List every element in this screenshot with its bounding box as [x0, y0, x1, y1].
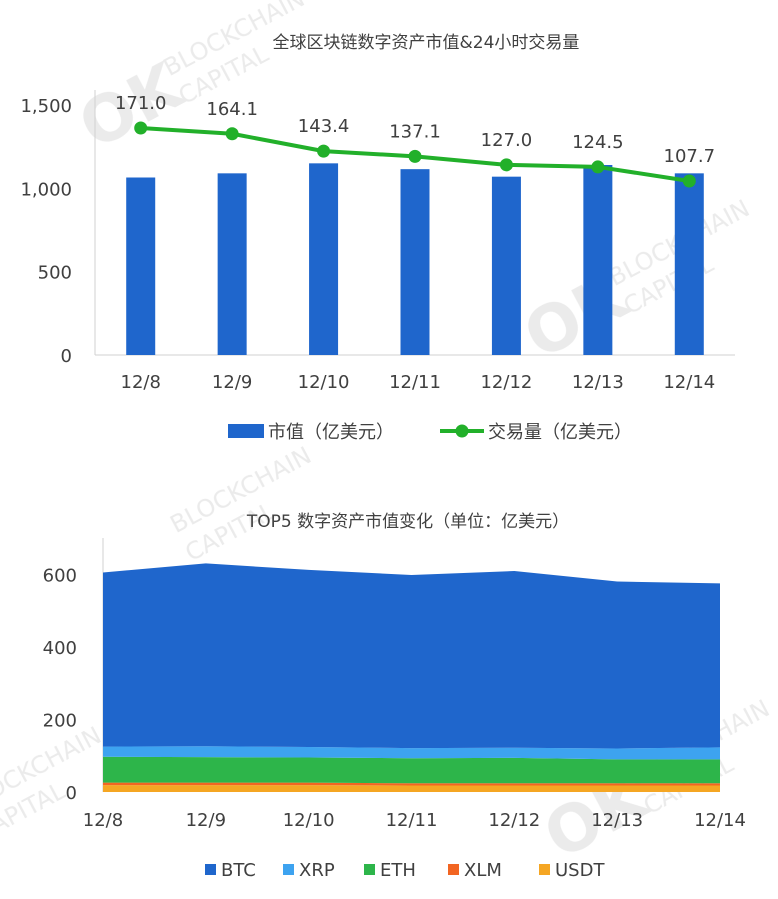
chart2-y-tick: 600 — [43, 565, 77, 586]
chart2-area-xlm — [103, 782, 720, 786]
chart1-volume-point — [499, 158, 513, 172]
chart1-x-tick: 12/11 — [389, 372, 441, 393]
chart1-x-tick: 12/8 — [121, 372, 161, 393]
chart1-y-tick: 1,500 — [20, 96, 72, 117]
chart1-volume-point — [134, 121, 148, 135]
chart1-volume-label: 124.5 — [572, 132, 624, 153]
chart1-bar — [674, 173, 704, 355]
chart2-area-xrp — [103, 746, 720, 760]
chart1-legend-bar-swatch — [228, 424, 264, 438]
chart1-volume-label: 143.4 — [298, 116, 350, 137]
chart2-legend-swatch — [448, 864, 459, 875]
market-cap-volume-chart: 全球区块链数字资产市值&24小时交易量 0 500 1,000 1,500 12/8 12/… — [20, 33, 735, 443]
chart1-bar — [217, 173, 247, 355]
chart1-x-tick: 12/10 — [298, 372, 350, 393]
chart2-y-tick: 0 — [66, 783, 77, 804]
chart2-area-btc — [103, 563, 720, 749]
chart2-legend-label: ETH — [380, 860, 416, 881]
chart1-volume-point — [225, 127, 239, 141]
chart2-legend-swatch — [205, 864, 216, 875]
chart2-x-tick: 12/13 — [591, 810, 643, 831]
chart2-x-tick: 12/8 — [83, 810, 123, 831]
chart2-y-tick: 200 — [43, 710, 77, 731]
chart1-volume-label: 107.7 — [664, 146, 716, 167]
chart1-legend-line-marker — [455, 424, 469, 438]
chart2-legend-label: XRP — [299, 860, 335, 881]
chart2-x-tick: 12/12 — [488, 810, 540, 831]
chart1-volume-label: 137.1 — [389, 121, 441, 142]
chart1-volume-label: 171.0 — [115, 93, 167, 114]
chart1-x-tick: 12/13 — [572, 372, 624, 393]
chart2-legend-label: BTC — [221, 860, 256, 881]
chart1-volume-point — [682, 174, 696, 188]
chart2-y-tick: 400 — [43, 638, 77, 659]
chart2-legend-label: USDT — [555, 860, 605, 881]
chart1-volume-label: 127.0 — [481, 130, 533, 151]
chart2-x-tick: 12/14 — [694, 810, 746, 831]
chart1-y-tick: 0 — [61, 346, 72, 367]
chart2-area-usdt — [103, 785, 720, 792]
chart2-title: TOP5 数字资产市值变化（单位：亿美元） — [246, 512, 569, 532]
chart1-y-tick: 1,000 — [20, 179, 72, 200]
top5-market-cap-chart: TOP5 数字资产市值变化（单位：亿美元） 0 200 400 600 12/8 12/9 1… — [43, 512, 746, 881]
chart1-legend-bar-label: 市值（亿美元） — [268, 422, 394, 443]
chart1-bar — [400, 169, 430, 355]
chart2-legend-swatch — [539, 864, 550, 875]
chart1-volume-point — [317, 144, 331, 158]
chart1-bar — [583, 165, 613, 355]
chart1-volume-point — [408, 149, 422, 163]
chart1-legend-line-label: 交易量（亿美元） — [488, 422, 632, 443]
chart1-bar — [126, 177, 156, 355]
chart2-area-eth — [103, 756, 720, 784]
chart1-x-tick: 12/12 — [480, 372, 532, 393]
chart1-title: 全球区块链数字资产市值&24小时交易量 — [273, 33, 580, 53]
chart2-x-tick: 12/9 — [186, 810, 226, 831]
chart2-x-tick: 12/10 — [283, 810, 335, 831]
chart2-x-tick: 12/11 — [386, 810, 438, 831]
chart1-bar — [491, 176, 521, 355]
chart2-legend-label: XLM — [464, 860, 502, 881]
chart1-volume-label: 164.1 — [206, 99, 258, 120]
chart1-y-tick: 500 — [38, 263, 72, 284]
chart1-volume-point — [591, 160, 605, 174]
chart1-x-tick: 12/9 — [212, 372, 252, 393]
chart1-bar — [309, 163, 339, 355]
chart1-x-tick: 12/14 — [663, 372, 715, 393]
chart2-legend-swatch — [283, 864, 294, 875]
chart2-legend-swatch — [364, 864, 375, 875]
